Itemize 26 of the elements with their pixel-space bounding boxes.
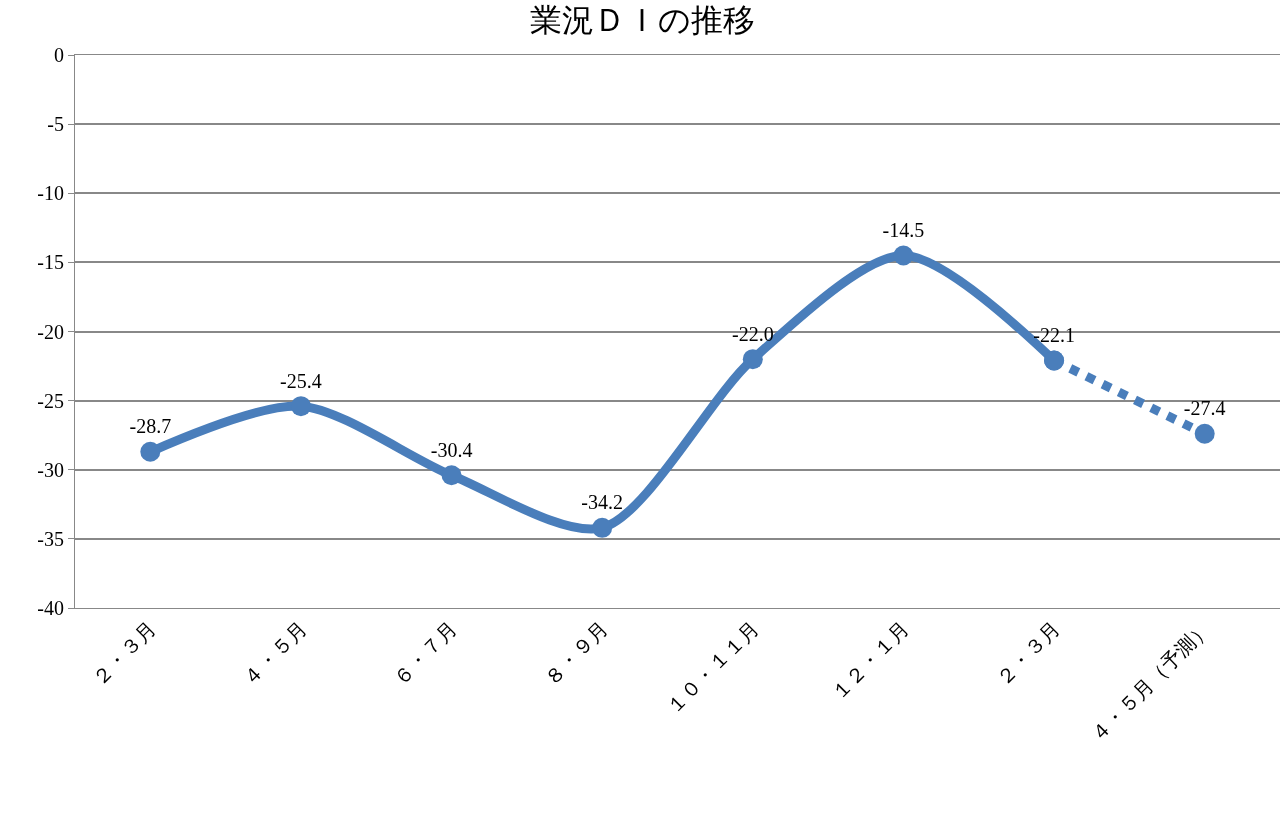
y-tick-label: -20 (37, 320, 64, 343)
x-tick-label: ４・５月（予測） (1085, 617, 1215, 747)
data-label: -14.5 (882, 218, 925, 241)
x-tick-label: ２・３月 (88, 617, 161, 690)
y-tick-label: -15 (37, 251, 64, 274)
data-label: -25.4 (280, 369, 322, 392)
x-tick-label: ４・５月 (238, 617, 311, 690)
x-tick-label: ６・７月 (389, 617, 462, 690)
y-tick-label: -10 (37, 182, 64, 205)
y-tick-label: -40 (37, 597, 64, 619)
x-tick-label: ２・３月 (991, 617, 1064, 690)
data-label: -22.1 (1033, 324, 1075, 347)
data-label: -34.2 (581, 491, 624, 514)
data-label: -27.4 (1183, 397, 1226, 420)
data-label: -22.0 (731, 322, 774, 345)
y-tick-label: -30 (37, 458, 64, 481)
x-tick-label: ８・９月 (539, 617, 613, 690)
y-tick-label: -5 (47, 113, 64, 136)
data-label: -30.4 (430, 438, 473, 461)
x-tick-label: １０・１１月 (662, 617, 763, 718)
x-tick-label: １２・１月 (827, 617, 914, 704)
y-tick-label: -25 (37, 389, 64, 412)
data-label: -28.7 (129, 415, 172, 438)
chart-title: 業況ＤＩの推移 (530, 1, 755, 38)
y-tick-label: -35 (37, 527, 64, 550)
y-tick-label: 0 (54, 44, 64, 66)
